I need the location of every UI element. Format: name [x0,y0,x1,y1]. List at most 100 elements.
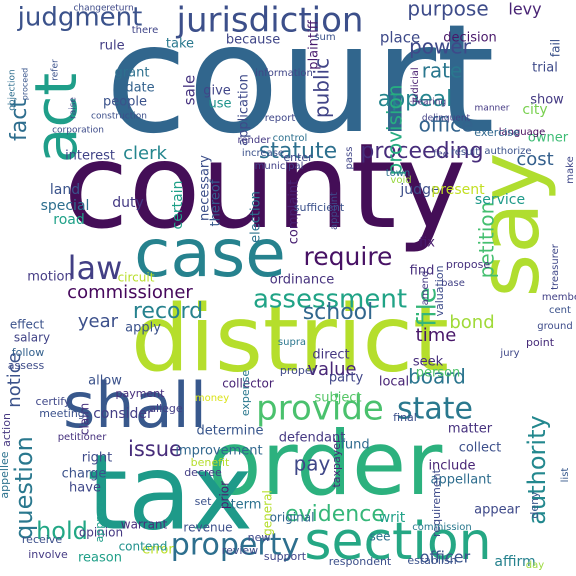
word-commission: commission [412,522,472,533]
word-contend: contend [119,540,168,554]
word-manner: manner [475,104,510,114]
word-necessary: necessary [198,155,213,221]
word-evidence: evidence [285,502,385,527]
word-duty: duty [112,195,144,211]
word-reason: reason [78,551,122,566]
word-expense: expense [239,370,252,417]
word-allege: allege [149,402,183,415]
word-rate: rate [422,59,463,83]
word-city: city [522,102,547,118]
word-jurisdiction: jurisdiction [176,1,364,41]
word-appellant: appellant [431,473,492,488]
word-owner: owner [528,131,569,146]
word-thereof: thereof [209,179,224,226]
word-void: void [390,175,411,186]
word-construction: construction [91,112,147,122]
word-render: render [238,135,272,146]
word-approve: approve [93,497,106,542]
word-general: general [261,490,275,536]
word-judge: judge [399,182,439,198]
word-determine: determine [197,424,264,439]
word-sale: sale [181,75,199,105]
word-judgment: judgment [17,3,143,33]
word-consider: consider [93,406,153,422]
word-final: final [393,411,417,424]
word-property: property [171,528,299,563]
word-list: list [560,468,571,483]
word-notice: notice [4,352,25,407]
word-appellee: appellee [0,451,11,498]
word-law: law [68,249,123,287]
word-assessment: assessment [253,285,407,315]
word-receive: receive [22,533,62,546]
word-pay: pay [294,452,331,476]
word-present: present [431,182,485,198]
word-supra: supra [278,337,306,348]
word-complaint: complaint [287,180,302,245]
word-direct: direct [312,348,349,363]
word-sufficient: sufficient [294,201,345,214]
word-effect: effect [10,318,45,332]
word-school: school [303,300,374,325]
word-record: record [133,299,203,324]
word-language: language [499,127,546,138]
word-action: action [0,413,13,447]
word-trial: trial [532,61,558,76]
word-make: make [565,156,576,183]
word-fail: fail [549,39,563,57]
word-petitioner: petitioner [58,432,108,443]
word-apply: apply [125,321,161,336]
word-control: control [273,133,308,144]
word-time: time [416,325,457,346]
word-review: review [222,544,258,557]
word-clerk: clerk [123,143,167,164]
word-take: take [166,37,194,52]
word-proceeding: proceeding [360,139,483,164]
word-authority: authority [523,415,551,524]
word-assess: assess [8,359,45,372]
word-application: application [237,74,252,146]
word-person: person [416,366,461,381]
word-corporation: corporation [52,126,104,136]
word-taxpayer: taxpayer [330,438,343,488]
word-involve: involve [28,548,68,561]
word-collect: collect [459,441,502,456]
word-act: act [22,73,90,163]
word-allow: allow [88,374,122,389]
word-report: report [265,113,296,124]
word-find: find [410,264,435,279]
word-claim: claim [78,403,92,435]
word-meeting: meeting [39,407,85,420]
word-use: use [208,97,231,112]
word-day: day [526,560,544,571]
word-appear: appear [474,503,520,518]
word-refer: refer [51,59,61,81]
word-delinquent: delinquent [422,114,471,124]
word-place: place [380,29,420,47]
word-local: local [379,375,409,390]
word-change: change [73,4,107,14]
word-purpose: purpose [407,0,488,21]
word-error: error [142,543,174,558]
word-result: result [451,147,479,158]
word-deny: deny [528,491,541,519]
word-original: original [270,511,315,525]
word-follow: follow [12,346,44,359]
word-set: set [195,495,212,508]
word-warrant: warrant [121,518,168,532]
word-special: special [41,198,90,214]
word-proceed: proceed [21,68,30,100]
word-payment: payment [115,387,165,400]
word-order: order [208,412,443,515]
word-certain: certain [170,181,186,230]
word-year: year [78,311,119,332]
word-shall: shall [63,369,207,442]
word-hearing: hearing [412,98,446,108]
word-grant: grant [115,66,150,81]
word-motion: motion [27,270,73,285]
word-jury: jury [499,348,519,359]
word-commissioner: commissioner [67,282,193,303]
word-benefit: benefit [191,456,230,469]
word-return: return [106,4,134,14]
